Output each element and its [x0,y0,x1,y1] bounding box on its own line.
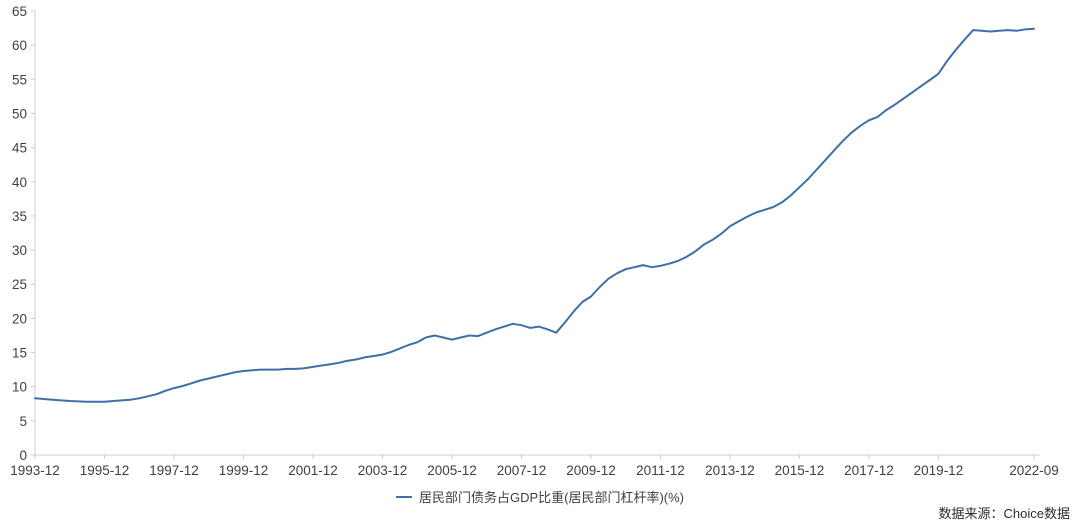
x-tick-label: 2007-12 [497,463,547,478]
x-tick-label: 2022-09 [1009,463,1059,478]
legend-label: 居民部门债务占GDP比重(居民部门杠杆率)(%) [418,490,685,505]
x-tick-label: 1993-12 [10,463,60,478]
y-tick-label: 20 [12,311,27,326]
x-tick-label: 2013-12 [705,463,755,478]
y-tick-label: 35 [12,209,27,224]
x-tick-label: 2001-12 [288,463,338,478]
y-tick-label: 45 [12,141,27,156]
y-tick-label: 10 [12,380,27,395]
x-tick-label: 1999-12 [219,463,269,478]
y-tick-label: 25 [12,277,27,292]
x-tick-label: 2019-12 [914,463,964,478]
y-tick-label: 50 [12,106,27,121]
data-source-label: 数据来源：Choice数据 [938,506,1070,521]
x-tick-label: 2011-12 [636,463,685,478]
x-tick-label: 2003-12 [358,463,408,478]
data-series-line [34,27,1035,403]
x-tick-label: 2009-12 [566,463,616,478]
x-tick-label: 1997-12 [149,463,199,478]
y-tick-label: 65 [12,4,27,19]
y-tick-label: 30 [12,243,27,258]
y-tick-label: 40 [12,175,27,190]
x-tick-label: 2017-12 [844,463,894,478]
y-tick-label: 15 [12,346,27,361]
y-tick-label: 5 [19,414,27,429]
y-tick-label: 60 [12,38,27,53]
x-tick-label: 1995-12 [80,463,130,478]
y-tick-label: 0 [19,448,27,463]
x-tick-label: 2015-12 [775,463,825,478]
legend: 居民部门债务占GDP比重(居民部门杠杆率)(%) [0,487,1080,506]
y-tick-label: 55 [12,72,27,87]
legend-line-marker [395,495,412,498]
x-tick-label: 2005-12 [427,463,477,478]
